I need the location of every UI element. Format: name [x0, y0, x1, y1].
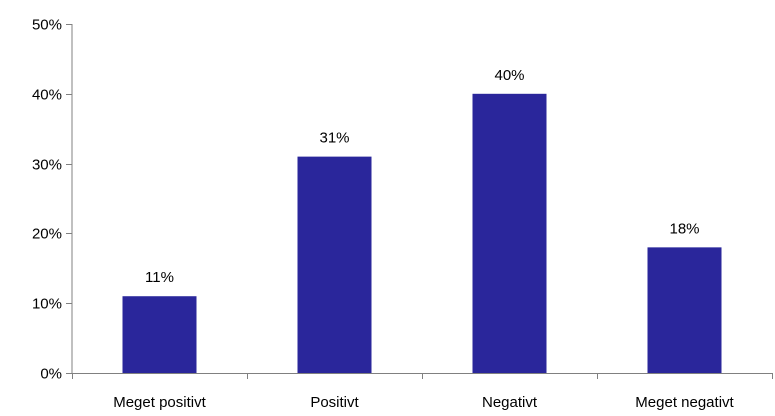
y-axis: 0% 10% 20% 30% 40% 50% [32, 17, 73, 383]
data-label: 31% [319, 130, 349, 147]
y-tick-label: 40% [32, 87, 62, 104]
bars [122, 93, 722, 374]
y-tick-label: 50% [32, 17, 62, 34]
y-tick-label: 30% [32, 157, 62, 174]
data-label: 18% [669, 220, 699, 237]
bar-negativt [472, 93, 547, 374]
data-label: 40% [494, 67, 524, 84]
y-tick-label: 20% [32, 226, 62, 243]
y-tick-label: 0% [40, 366, 62, 383]
bar-positivt [297, 156, 372, 373]
x-category-label: Positivt [310, 394, 359, 411]
y-tick-label: 10% [32, 296, 62, 313]
x-category-label: Meget positivt [113, 394, 206, 411]
bar-meget-positivt [122, 296, 197, 373]
x-axis: Meget positivt Positivt Negativt Meget nega… [72, 373, 773, 411]
data-labels: 11% 31% 40% 18% [145, 67, 699, 286]
bar-meget-negativt [647, 247, 722, 373]
x-category-label: Meget negativt [635, 394, 734, 411]
data-label: 11% [145, 269, 174, 286]
x-category-label: Negativt [482, 394, 538, 411]
